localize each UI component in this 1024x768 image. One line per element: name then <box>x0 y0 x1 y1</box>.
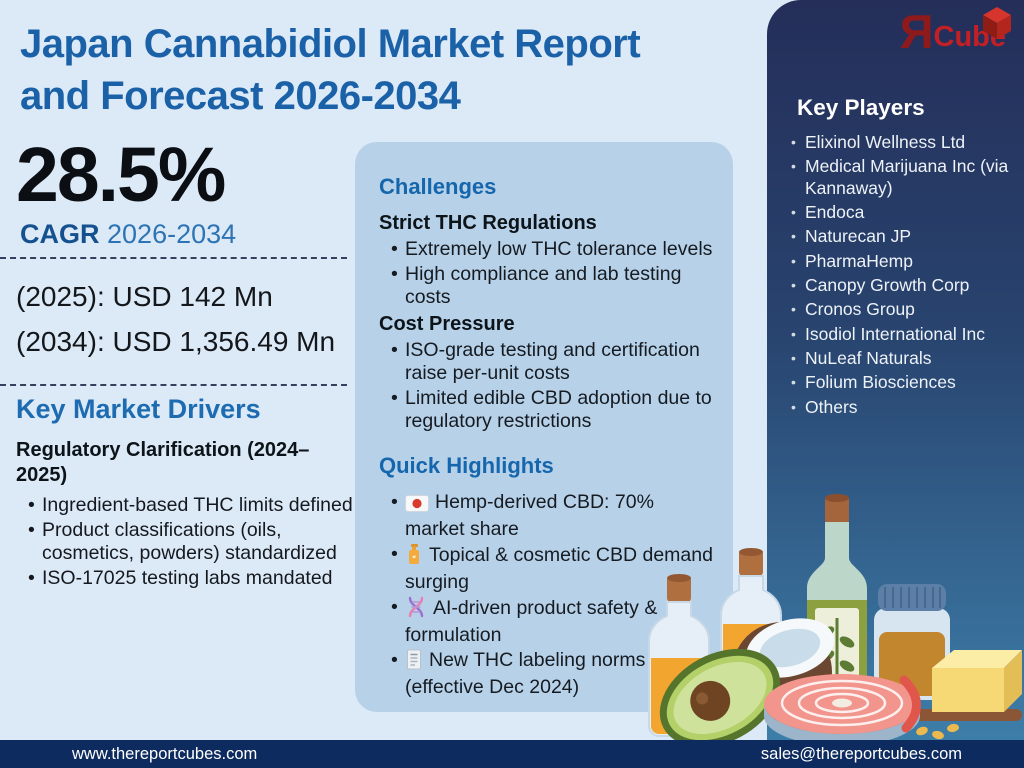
list-item: Naturecan JP <box>783 226 1013 247</box>
list-item: AI-driven product safety & formulation <box>379 596 713 647</box>
list-item: Ingredient-based THC limits defined <box>16 494 360 517</box>
challenge-group-title: Cost Pressure <box>379 313 515 335</box>
dna-icon <box>405 596 427 624</box>
list-item: ISO-grade testing and certification rais… <box>379 339 713 385</box>
key-players-list: Elixinol Wellness Ltd Medical Marijuana … <box>783 132 1013 421</box>
challenges-card: Challenges Strict THC Regulations Extrem… <box>355 142 733 712</box>
market-value-2025: (2025): USD 142 Mn <box>16 281 273 312</box>
challenge-list: ISO-grade testing and certification rais… <box>379 339 713 433</box>
brand-logo-mark: Я <box>899 5 934 58</box>
list-item: High compliance and lab testing costs <box>379 263 713 309</box>
list-item: Folium Biosciences <box>783 372 1013 393</box>
list-item: Others <box>783 397 1013 418</box>
list-item: Cronos Group <box>783 299 1013 320</box>
quick-highlights-heading: Quick Highlights <box>379 453 554 478</box>
footer-bar: www.thereportcubes.com sales@thereportcu… <box>0 740 1024 768</box>
drivers-subheading: Regulatory Clarification (2024–2025) <box>16 439 310 486</box>
list-item: Product classifications (oils, cosmetics… <box>16 519 360 565</box>
japan-flag-icon <box>405 495 429 518</box>
list-item: Medical Marijuana Inc (via Kannaway) <box>783 156 1013 199</box>
list-item: PharmaHemp <box>783 251 1013 272</box>
list-item: Hemp-derived CBD: 70% market share <box>379 491 713 541</box>
list-item: Topical & cosmetic CBD demand surging <box>379 543 713 594</box>
list-item: Elixinol Wellness Ltd <box>783 132 1013 153</box>
list-item: NuLeaf Naturals <box>783 348 1013 369</box>
dashed-divider <box>0 257 347 259</box>
list-item: Limited edible CBD adoption due to regul… <box>379 387 713 433</box>
footer-email: sales@thereportcubes.com <box>760 744 962 763</box>
footer-website: www.thereportcubes.com <box>72 744 258 763</box>
highlights-list: Hemp-derived CBD: 70% market share Topic… <box>379 491 713 699</box>
brand-logo: Я Cube <box>899 5 1011 58</box>
key-players-heading: Key Players <box>797 95 925 120</box>
cagr-subtitle: CAGR 2026-2034 <box>20 219 236 250</box>
cagr-value: 28.5% <box>16 132 226 218</box>
list-item: Extremely low THC tolerance levels <box>379 238 713 261</box>
list-item: New THC labeling norms (effective Dec 20… <box>379 649 713 699</box>
receipt-icon <box>405 649 423 676</box>
challenges-heading: Challenges <box>379 174 497 199</box>
food-illustration <box>648 494 1022 740</box>
avocado <box>659 648 781 740</box>
cagr-label: CAGR <box>20 219 100 249</box>
cagr-period: 2026-2034 <box>107 219 237 249</box>
drivers-heading: Key Market Drivers <box>16 394 261 424</box>
drivers-list: Ingredient-based THC limits defined Prod… <box>16 494 360 590</box>
page-title-line1: Japan Cannabidiol Market Report <box>20 22 641 66</box>
market-value-2034: (2034): USD 1,356.49 Mn <box>16 326 336 357</box>
list-item: Endoca <box>783 202 1013 223</box>
page-title-line2: and Forecast 2026-2034 <box>20 74 461 118</box>
list-item: Isodiol International Inc <box>783 324 1013 345</box>
lotion-bottle-icon <box>405 543 423 571</box>
list-item: ISO-17025 testing labs mandated <box>16 567 360 590</box>
challenge-list: Extremely low THC tolerance levels High … <box>379 238 713 309</box>
salmon-steak <box>764 674 921 740</box>
list-item: Canopy Growth Corp <box>783 275 1013 296</box>
butter-block <box>914 650 1022 721</box>
challenge-group-title: Strict THC Regulations <box>379 212 597 234</box>
key-market-drivers-section: Key Market Drivers Regulatory Clarificat… <box>16 394 360 592</box>
nuts <box>916 723 959 740</box>
cube-logo-icon <box>978 4 1016 47</box>
dashed-divider <box>0 384 347 386</box>
page-title: Japan Cannabidiol Market Report and Forec… <box>20 18 740 122</box>
peanut-butter-jar <box>874 584 950 700</box>
